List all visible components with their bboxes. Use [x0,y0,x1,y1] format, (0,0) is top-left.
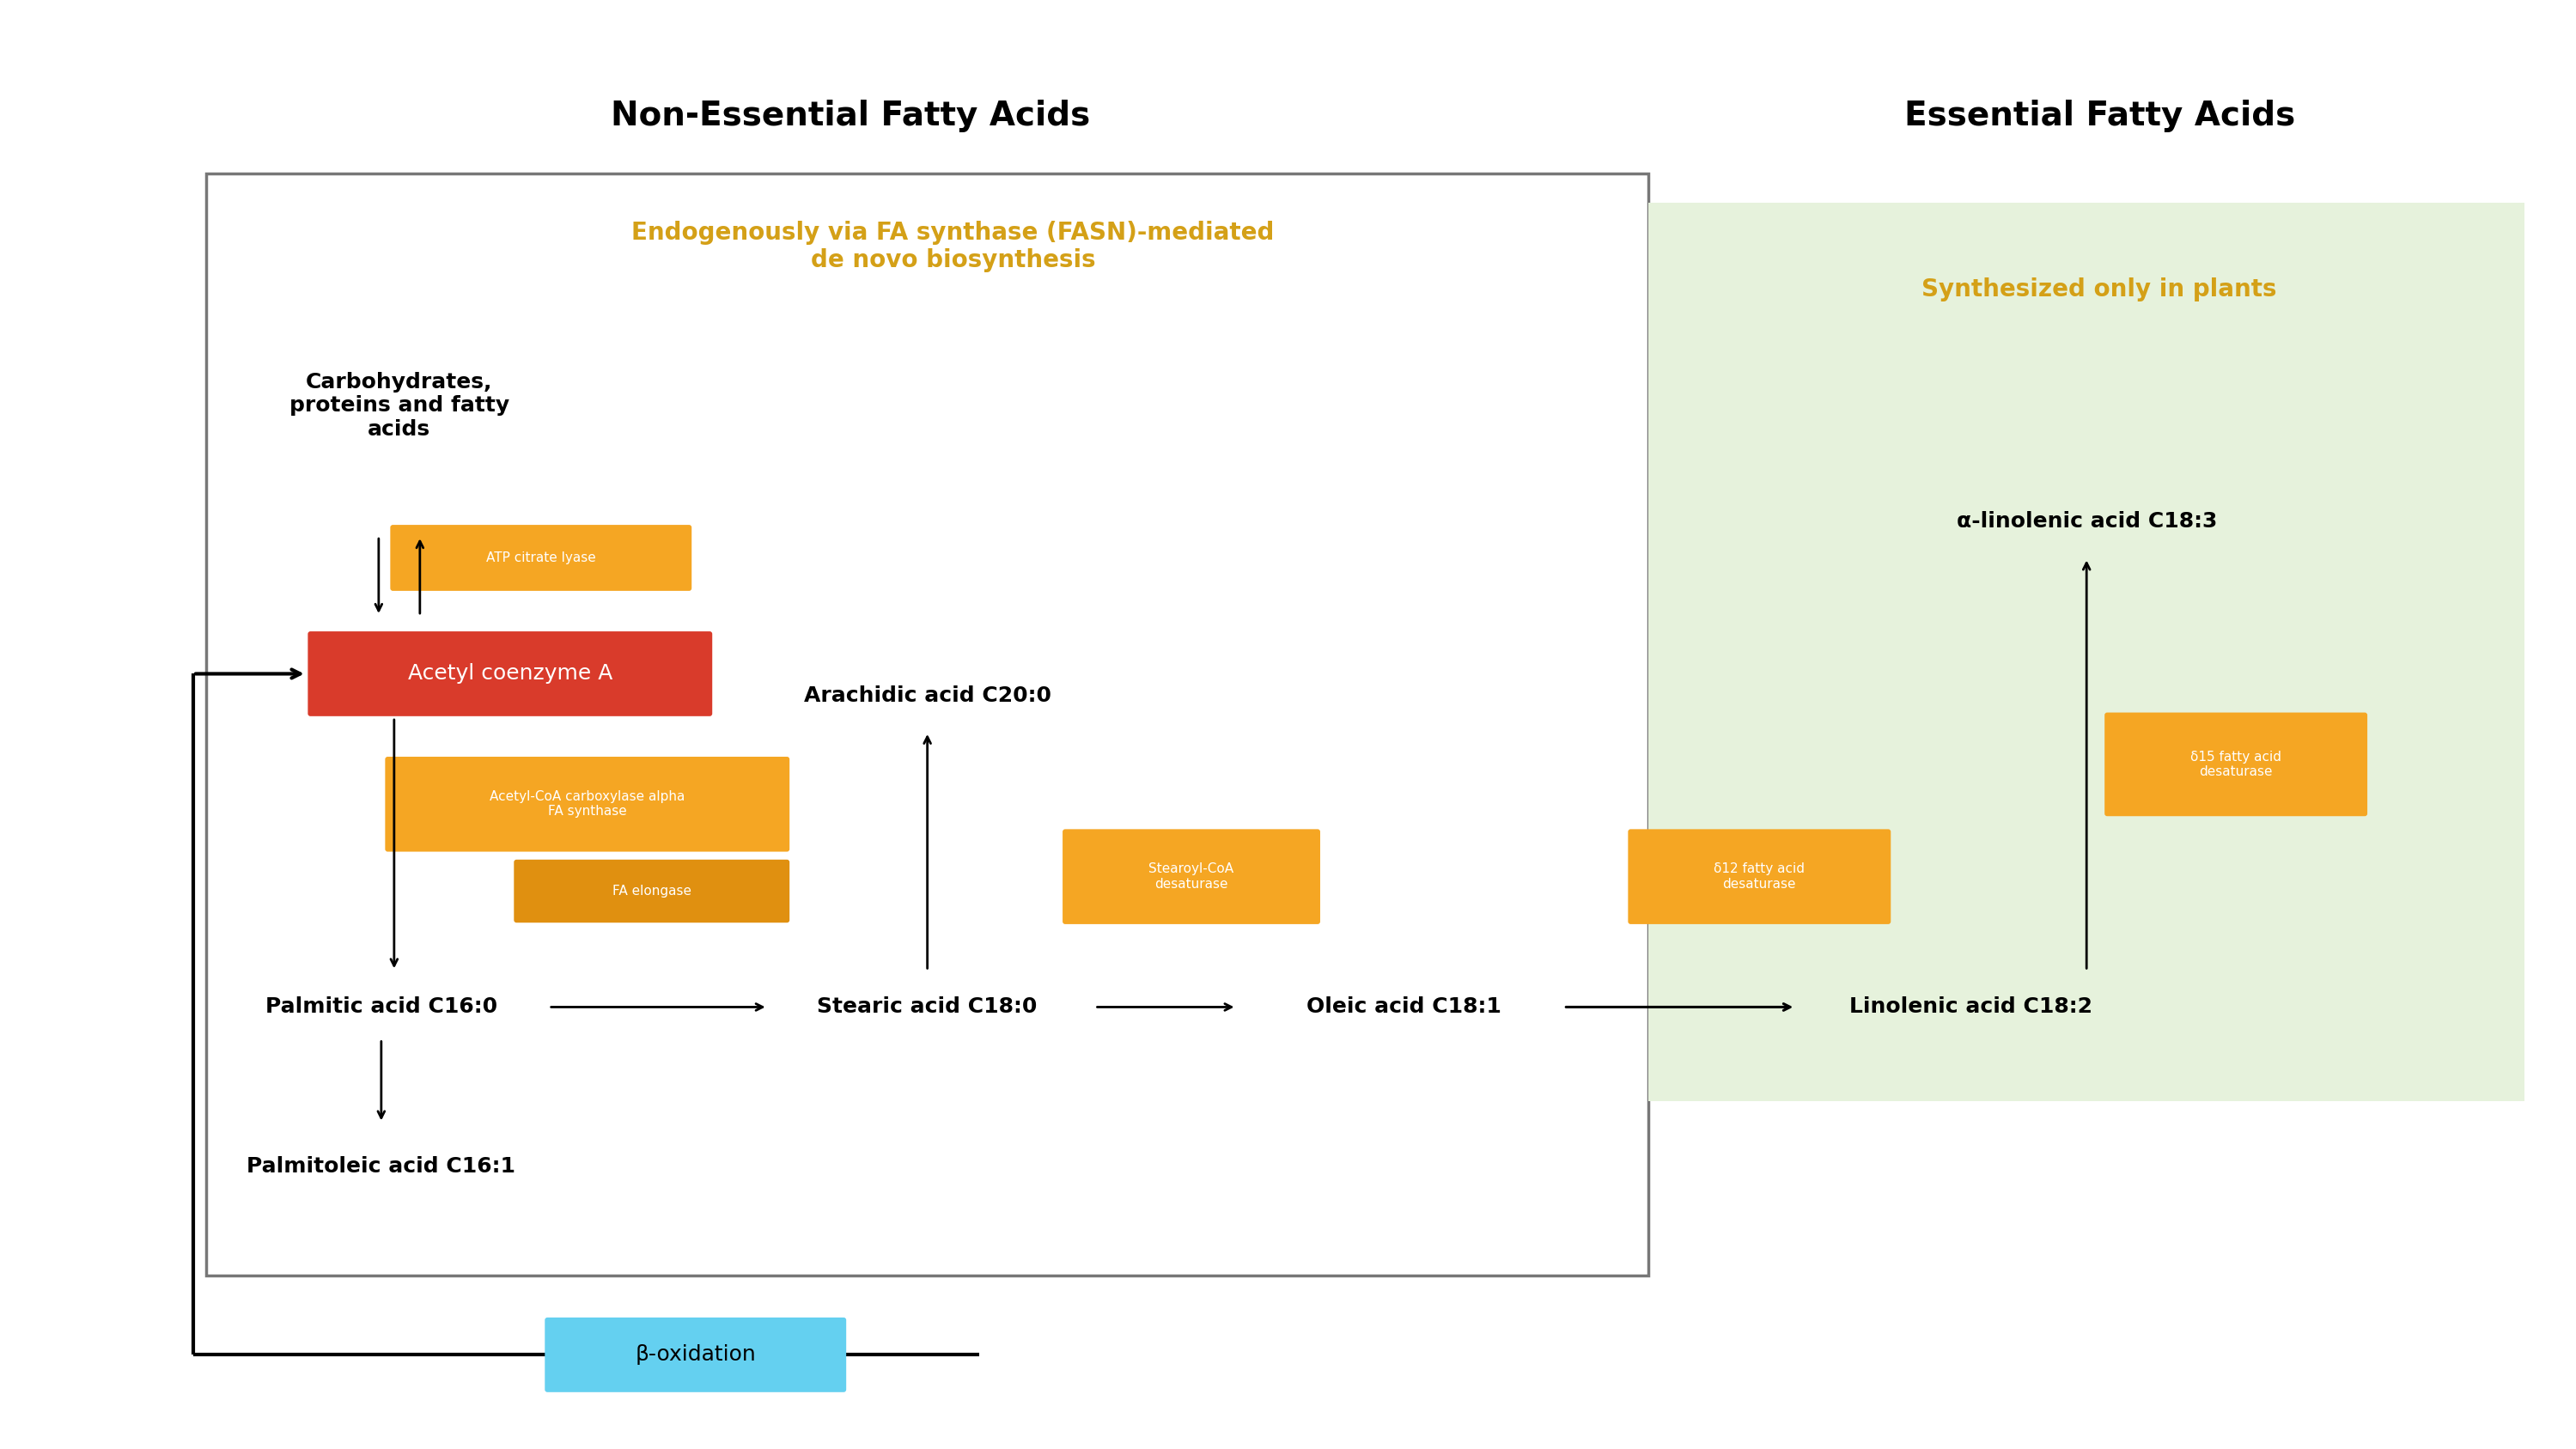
Text: Acetyl-CoA carboxylase alpha
FA synthase: Acetyl-CoA carboxylase alpha FA synthase [489,790,685,819]
FancyBboxPatch shape [513,859,788,923]
Bar [206,174,1649,1275]
FancyBboxPatch shape [384,756,788,852]
Text: ATP citrate lyase: ATP citrate lyase [487,552,595,564]
FancyBboxPatch shape [2105,713,2367,816]
Text: Carbohydrates,
proteins and fatty
acids: Carbohydrates, proteins and fatty acids [289,371,510,440]
Text: Essential Fatty Acids: Essential Fatty Acids [1904,100,2295,132]
Text: Palmitoleic acid C16:1: Palmitoleic acid C16:1 [247,1156,515,1177]
Bar [1649,203,2524,1101]
Text: δ12 fatty acid
desaturase: δ12 fatty acid desaturase [1713,862,1806,891]
Text: α-linolenic acid C18:3: α-linolenic acid C18:3 [1955,511,2218,532]
Text: Oleic acid C18:1: Oleic acid C18:1 [1306,997,1502,1017]
Text: Endogenously via FA synthase (FASN)-mediated
de novo biosynthesis: Endogenously via FA synthase (FASN)-medi… [631,220,1275,272]
Text: β-oxidation: β-oxidation [636,1345,755,1365]
Text: Arachidic acid C20:0: Arachidic acid C20:0 [804,685,1051,706]
Text: Acetyl coenzyme A: Acetyl coenzyme A [407,664,613,684]
Text: Palmitic acid C16:0: Palmitic acid C16:0 [265,997,497,1017]
Text: Synthesized only in plants: Synthesized only in plants [1922,278,2277,301]
Text: FA elongase: FA elongase [613,885,690,897]
Text: Stearic acid C18:0: Stearic acid C18:0 [817,997,1038,1017]
FancyBboxPatch shape [309,632,711,716]
FancyBboxPatch shape [1628,829,1891,924]
Text: Stearoyl-CoA
desaturase: Stearoyl-CoA desaturase [1149,862,1234,891]
Text: Non-Essential Fatty Acids: Non-Essential Fatty Acids [611,100,1090,132]
Text: δ15 fatty acid
desaturase: δ15 fatty acid desaturase [2190,751,2282,778]
FancyBboxPatch shape [546,1317,848,1392]
FancyBboxPatch shape [392,525,693,591]
Text: Linolenic acid C18:2: Linolenic acid C18:2 [1850,997,2092,1017]
FancyBboxPatch shape [1064,829,1319,924]
